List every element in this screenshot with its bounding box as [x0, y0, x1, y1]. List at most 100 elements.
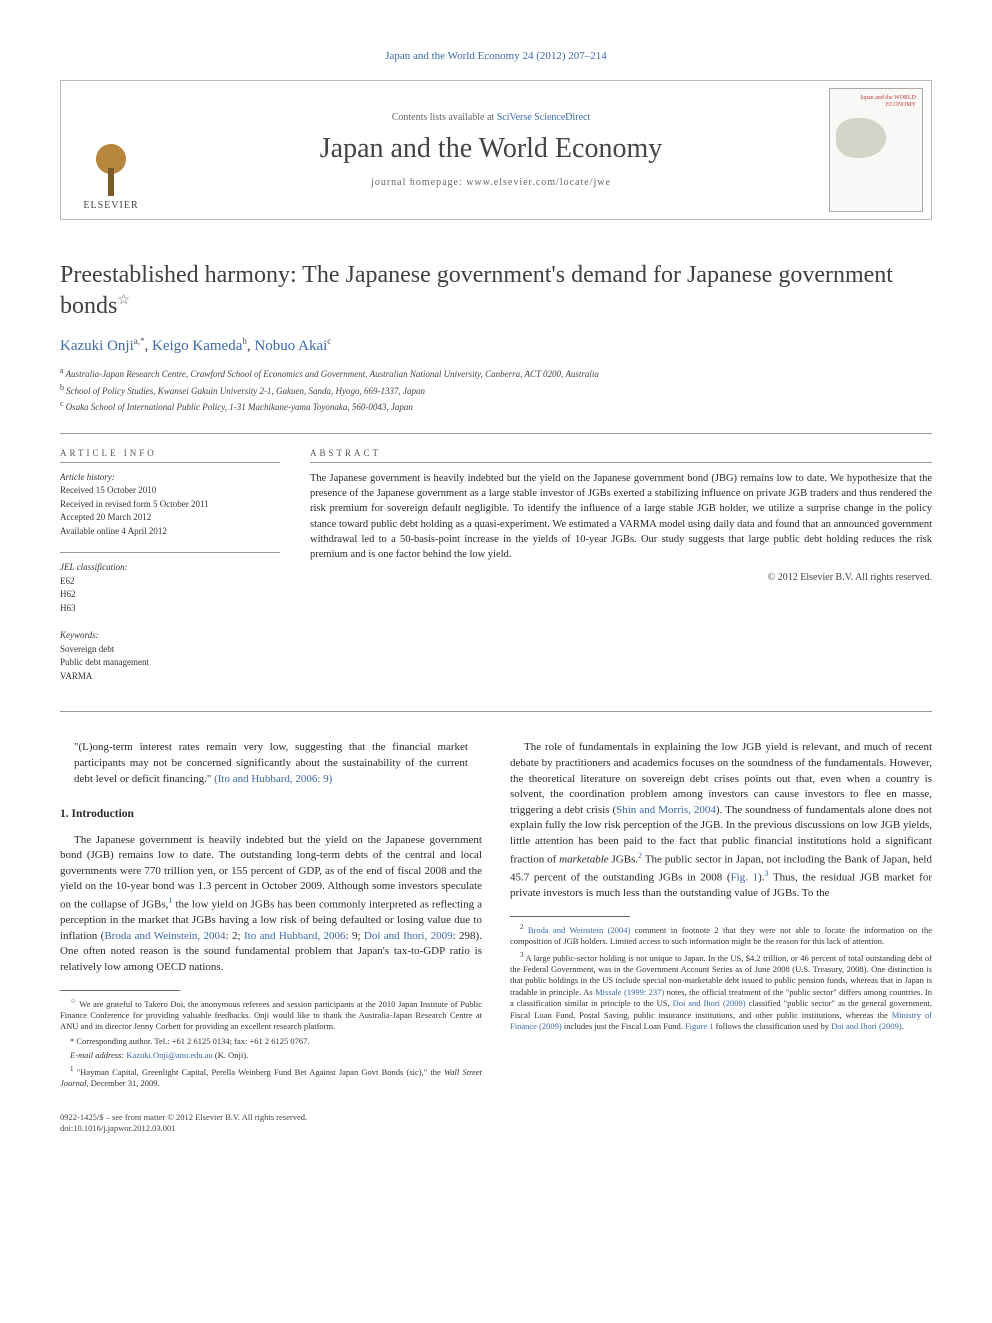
epigraph-quote: "(L)ong-term interest rates remain very …: [74, 740, 468, 788]
publisher-logo-cell: ELSEVIER: [61, 81, 161, 219]
front-matter-line: 0922-1425/$ – see front matter © 2012 El…: [60, 1112, 482, 1124]
emphasis: marketable: [559, 853, 608, 865]
homepage-prefix: journal homepage:: [371, 177, 466, 188]
section-1-heading: 1. Introduction: [60, 806, 482, 822]
keyword: VARMA: [60, 670, 280, 684]
jel-code: H62: [60, 588, 280, 602]
affil-sup: c: [60, 399, 64, 408]
footnote-2: 2 Broda and Weinstein (2004) comment in …: [510, 923, 932, 948]
history-line: Received 15 October 2010: [60, 484, 280, 498]
citation-link[interactable]: Doi and Ihori (2009): [831, 1021, 902, 1031]
masthead-center: Contents lists available at SciVerse Sci…: [161, 81, 821, 219]
journal-title: Japan and the World Economy: [320, 133, 662, 165]
journal-reference: Japan and the World Economy 24 (2012) 20…: [60, 50, 932, 62]
homepage-url[interactable]: www.elsevier.com/locate/jwe: [466, 177, 611, 188]
fn-text: , December 31, 2009.: [86, 1078, 159, 1088]
fn-text: .: [902, 1021, 904, 1031]
cover-title-text: Japan and the WORLD ECONOMY: [836, 95, 916, 108]
figure-link[interactable]: Fig. 1: [731, 872, 759, 884]
citation-link[interactable]: Doi and Ihori (2009): [673, 998, 746, 1008]
fn-text: "Hayman Capital, Greenlight Capital, Per…: [77, 1067, 444, 1077]
email-label: E-mail address:: [70, 1050, 126, 1060]
jel-block: JEL classification: E62 H62 H63: [60, 561, 280, 615]
article-title-text: Preestablished harmony: The Japanese gov…: [60, 262, 893, 319]
doi-block: 0922-1425/$ – see front matter © 2012 El…: [60, 1112, 482, 1136]
sciencedirect-link[interactable]: SciVerse ScienceDirect: [497, 112, 591, 123]
citation-link[interactable]: Broda and Weinstein, 2004: [104, 930, 225, 942]
article-history-block: Article history: Received 15 October 201…: [60, 471, 280, 539]
citation-link[interactable]: Ito and Hubbard, 2006: [244, 930, 346, 942]
intro-paragraph-1: The Japanese government is heavily indeb…: [60, 833, 482, 976]
author-link[interactable]: Nobuo Akai: [254, 338, 327, 354]
fn-text: * Corresponding author. Tel.: +61 2 6125…: [70, 1036, 310, 1046]
abstract-column: ABSTRACT The Japanese government is heav…: [310, 448, 932, 698]
author-list: Kazuki Onjia,*, Keigo Kamedab, Nobuo Aka…: [60, 336, 932, 355]
email-link[interactable]: Kazuki.Onji@anu.edu.au: [126, 1050, 212, 1060]
keywords-head: Keywords:: [60, 629, 280, 643]
cover-map-icon: [836, 118, 886, 158]
affil-sup: b: [60, 383, 64, 392]
abstract-heading: ABSTRACT: [310, 448, 932, 463]
cover-graphic: [836, 108, 916, 205]
footnote-3: 3 A large public-sector holding is not u…: [510, 951, 932, 1033]
keywords-block: Keywords: Sovereign debt Public debt man…: [60, 629, 280, 683]
doi-line: doi:10.1016/j.japwor.2012.03.001: [60, 1123, 482, 1135]
divider: [60, 433, 932, 434]
footnote-1: 1 "Hayman Capital, Greenlight Capital, P…: [60, 1065, 482, 1090]
journal-masthead: ELSEVIER Contents lists available at Sci…: [60, 80, 932, 220]
author-link[interactable]: Keigo Kameda: [152, 338, 242, 354]
contents-available-line: Contents lists available at SciVerse Sci…: [392, 112, 591, 123]
affil-sup: a: [60, 366, 64, 375]
affil-text: School of Policy Studies, Kwansei Gakuin…: [66, 386, 425, 396]
footnote-star: ☆ We are grateful to Takero Doi, the ano…: [60, 997, 482, 1033]
jel-head: JEL classification:: [60, 561, 280, 575]
keyword: Sovereign debt: [60, 643, 280, 657]
para-text: : 2;: [226, 930, 244, 942]
fn-text: We are grateful to Takero Doi, the anony…: [60, 998, 482, 1031]
citation-link[interactable]: Doi and Ihori, 2009: [364, 930, 453, 942]
fn-text: (K. Onji).: [213, 1050, 248, 1060]
author-link[interactable]: Kazuki Onji: [60, 338, 134, 354]
title-footnote-marker: ☆: [117, 293, 130, 308]
divider: [60, 711, 932, 712]
figure-link[interactable]: Figure 1: [685, 1021, 714, 1031]
abstract-copyright: © 2012 Elsevier B.V. All rights reserved…: [310, 572, 932, 583]
page-root: Japan and the World Economy 24 (2012) 20…: [0, 0, 992, 1175]
journal-homepage-line: journal homepage: www.elsevier.com/locat…: [371, 177, 611, 188]
footnote-divider: [510, 916, 630, 917]
abstract-text: The Japanese government is heavily indeb…: [310, 471, 932, 562]
citation-link[interactable]: Missale (1999: 237): [595, 987, 664, 997]
author-affil-sup: c: [327, 336, 331, 346]
fn-text: follows the classification used by: [714, 1021, 832, 1031]
jel-code: E62: [60, 575, 280, 589]
journal-cover-thumbnail: Japan and the WORLD ECONOMY: [829, 88, 923, 212]
citation-link[interactable]: Broda and Weinstein (2004): [528, 925, 630, 935]
info-abstract-row: ARTICLE INFO Article history: Received 1…: [60, 448, 932, 698]
epigraph-citation[interactable]: (Ito and Hubbard, 2006: 9): [214, 773, 332, 785]
author-affil-sup: b: [242, 336, 247, 346]
affil-text: Osaka School of International Public Pol…: [66, 402, 413, 412]
citation-link[interactable]: Shin and Morris, 2004: [616, 804, 716, 816]
body-column-right: The role of fundamentals in explaining t…: [510, 740, 932, 1135]
footnote-divider: [60, 990, 180, 991]
history-line: Available online 4 April 2012: [60, 525, 280, 539]
cover-thumbnail-cell: Japan and the WORLD ECONOMY: [821, 81, 931, 219]
keyword: Public debt management: [60, 656, 280, 670]
para-text: JGBs.: [609, 853, 638, 865]
history-line: Accepted 20 March 2012: [60, 511, 280, 525]
affiliation-list: aAustralia-Japan Research Centre, Crawfo…: [60, 365, 932, 415]
article-title: Preestablished harmony: The Japanese gov…: [60, 260, 932, 322]
history-head: Article history:: [60, 471, 280, 485]
elsevier-tree-icon: [81, 138, 141, 198]
footnotes-right: 2 Broda and Weinstein (2004) comment in …: [510, 923, 932, 1033]
footnotes-left: ☆ We are grateful to Takero Doi, the ano…: [60, 997, 482, 1090]
history-line: Received in revised form 5 October 2011: [60, 498, 280, 512]
article-info-column: ARTICLE INFO Article history: Received 1…: [60, 448, 280, 698]
body-column-left: "(L)ong-term interest rates remain very …: [60, 740, 482, 1135]
jel-code: H63: [60, 602, 280, 616]
footnote-email: E-mail address: Kazuki.Onji@anu.edu.au (…: [60, 1050, 482, 1061]
contents-prefix: Contents lists available at: [392, 112, 497, 123]
publisher-name: ELSEVIER: [83, 200, 138, 211]
affiliation: bSchool of Policy Studies, Kwansei Gakui…: [60, 382, 932, 399]
divider-short: [60, 552, 280, 553]
